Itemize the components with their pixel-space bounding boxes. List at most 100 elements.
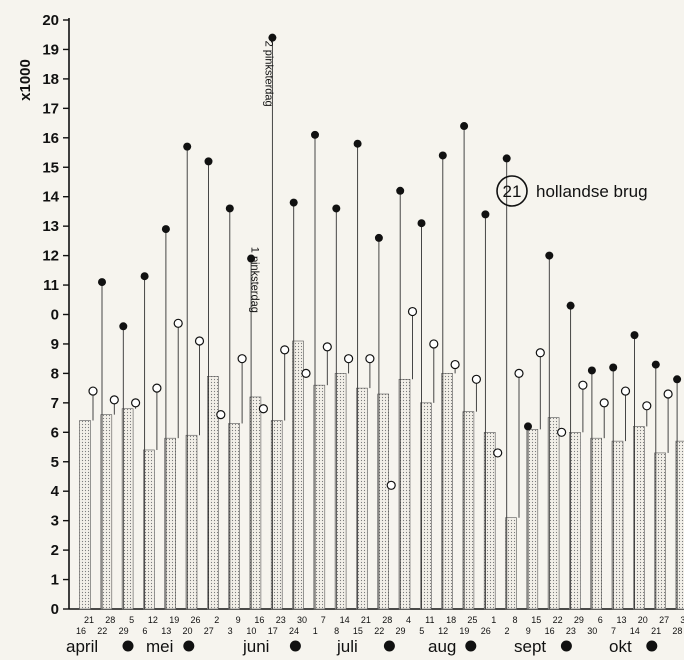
open-dot [131,398,141,408]
filled-dot [438,151,447,160]
y-tick-label: 4 [51,483,60,500]
open-dot [642,401,652,411]
y-tick-label: 12 [42,248,59,265]
bar [547,417,560,610]
x-tick-label-bottom: 3 [228,626,233,636]
stems [92,37,678,609]
filled-dot [353,139,362,148]
bar [356,387,368,610]
y-tick-label: 3 [51,513,59,530]
filled-dot [673,375,682,384]
open-dot [514,368,524,378]
open-dot [535,348,545,358]
filled-dot [161,225,170,234]
bar [228,423,240,610]
bar [398,378,411,610]
open-dot [88,386,98,396]
x-tick-label-top: 9 [236,615,241,625]
bar [270,420,283,610]
legend-number-circle [496,175,528,207]
open-dot [280,345,290,355]
month-separator-dot [465,640,477,652]
bar [334,373,347,610]
filled-dot [460,122,469,131]
x-tick-label-top: 12 [148,615,158,625]
filled-dot [566,301,575,310]
bar [249,396,262,610]
bars [79,340,684,610]
filled-dot [651,360,660,369]
y-tick-label: 18 [42,71,59,88]
month-separator-dot [646,640,658,652]
x-tick-label-top: 21 [361,615,371,625]
filled-dot [502,154,511,163]
x-tick-label-bottom: 14 [630,626,640,636]
x-tick-label-bottom: 28 [672,626,682,636]
y-tick-label: 14 [42,189,59,206]
filled-dot [587,366,596,375]
x-tick-label-top: 22 [553,615,563,625]
x-tick-label-top: 21 [84,615,94,625]
month-separator-dot [289,640,301,652]
open-dot [301,368,311,378]
filled-dot [481,210,490,219]
month-separator-dot [383,640,395,652]
y-tick-label: 19 [42,41,59,58]
filled-dot [119,322,128,331]
markers [88,33,682,490]
open-dot [173,318,183,328]
annotation-label: 2 pinksterdag [262,41,274,107]
bar [313,384,326,610]
y-tick-label: 15 [42,159,59,176]
month-label: okt [609,637,632,656]
bar [654,452,666,610]
y-axis-label: x1000 [17,59,34,101]
bar [143,449,155,610]
open-dot [344,354,354,364]
x-tick-label-bottom: 6 [142,626,147,636]
open-dot [578,380,588,390]
open-dot [152,383,162,393]
x-tick-label-bottom: 22 [97,626,107,636]
filled-dot [609,363,618,372]
x-tick-label-bottom: 9 [526,626,531,636]
filled-dot [183,142,192,151]
bar [675,440,684,610]
legend: 21 hollandse brug [496,175,648,207]
x-tick-label-bottom: 30 [587,626,597,636]
x-tick-label-top: 11 [425,615,434,625]
x-tick-label-bottom: 22 [374,626,384,636]
open-dot [429,339,439,349]
filled-dot [140,272,149,281]
y-tick-label: 9 [51,336,59,353]
x-tick-label-top: 23 [276,615,286,625]
x-tick-label-bottom: 29 [395,626,405,636]
filled-dot [545,251,554,260]
x-tick-label-top: 31 [680,615,684,625]
x-tick-label-top: 28 [382,615,392,625]
x-tick-label-top: 16 [254,615,264,625]
x-tick-label-bottom: 5 [419,626,424,636]
x-tick-label-bottom: 21 [651,626,661,636]
bar [419,402,432,610]
x-tick-label-top: 6 [598,615,603,625]
month-label: juli [336,637,358,656]
y-tick-label: 20 [42,12,59,29]
legend-number: 21 [503,182,522,201]
filled-dot [524,422,532,431]
x-tick-label-bottom: 15 [353,626,363,636]
x-tick-label-top: 14 [340,615,350,625]
open-dot [663,389,673,399]
open-dot [322,342,332,352]
y-tick-label: 17 [42,100,59,117]
bar [100,414,113,610]
bar [505,517,517,610]
x-tick-label-bottom: 29 [119,626,129,636]
bar [611,440,624,610]
x-tick-label-bottom: 24 [289,626,299,636]
bar [632,426,645,610]
filled-dot [630,331,639,340]
x-tick-label-top: 13 [616,615,626,625]
open-dot [194,336,205,346]
